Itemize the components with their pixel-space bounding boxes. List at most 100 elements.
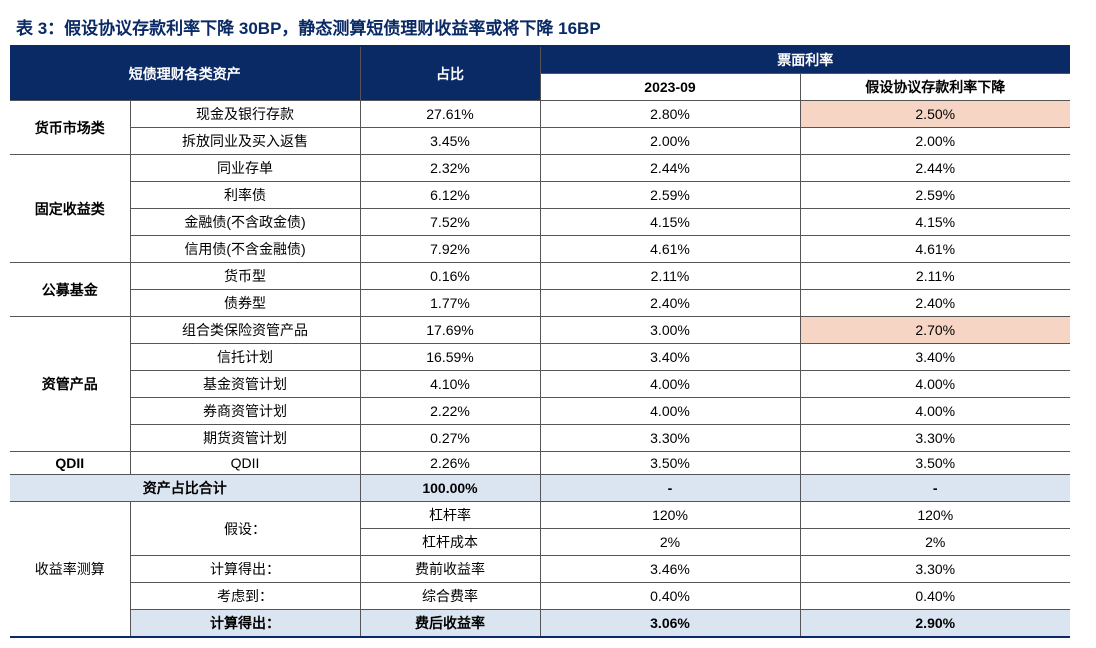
ratio-cell: 4.10% bbox=[360, 371, 540, 398]
table-row: 期货资管计划0.27%3.30%3.30% bbox=[10, 425, 1070, 452]
category-cell: QDII bbox=[10, 452, 130, 475]
value-scenario: 2.00% bbox=[800, 128, 1070, 155]
calc-row: 考虑到：综合费率0.40%0.40% bbox=[10, 583, 1070, 610]
asset-cell: 基金资管计划 bbox=[130, 371, 360, 398]
calc-item: 杠杆率 bbox=[360, 502, 540, 529]
asset-cell: 券商资管计划 bbox=[130, 398, 360, 425]
value-2023-09: 3.00% bbox=[540, 317, 800, 344]
ratio-cell: 7.92% bbox=[360, 236, 540, 263]
value-scenario: 2.44% bbox=[800, 155, 1070, 182]
table-row: 利率债6.12%2.59%2.59% bbox=[10, 182, 1070, 209]
value-scenario: 3.30% bbox=[800, 425, 1070, 452]
table-title: 表 3：假设协议存款利率下降 30BP，静态测算短债理财收益率或将下降 16BP bbox=[16, 14, 1086, 39]
calc-left: 计算得出： bbox=[130, 610, 360, 638]
value-2023-09: 4.00% bbox=[540, 371, 800, 398]
hdr-coupon: 票面利率 bbox=[540, 46, 1070, 74]
category-cell: 货币市场类 bbox=[10, 101, 130, 155]
calc-v09: 0.40% bbox=[540, 583, 800, 610]
hdr-scenario: 假设协议存款利率下降 bbox=[800, 74, 1070, 101]
calc-item: 综合费率 bbox=[360, 583, 540, 610]
hdr-date: 2023-09 bbox=[540, 74, 800, 101]
table-row: QDIIQDII2.26%3.50%3.50% bbox=[10, 452, 1070, 475]
calc-left: 假设： bbox=[130, 502, 360, 556]
table-row: 债券型1.77%2.40%2.40% bbox=[10, 290, 1070, 317]
total-label: 资产占比合计 bbox=[10, 475, 360, 502]
calc-item: 费前收益率 bbox=[360, 556, 540, 583]
total-ratio: 100.00% bbox=[360, 475, 540, 502]
value-scenario: 4.15% bbox=[800, 209, 1070, 236]
asset-cell: 同业存单 bbox=[130, 155, 360, 182]
data-table: 短债理财各类资产 占比 票面利率 2023-09 假设协议存款利率下降 货币市场… bbox=[10, 45, 1070, 638]
asset-cell: 债券型 bbox=[130, 290, 360, 317]
asset-cell: 金融债(不含政金债) bbox=[130, 209, 360, 236]
ratio-cell: 27.61% bbox=[360, 101, 540, 128]
calc-item: 费后收益率 bbox=[360, 610, 540, 638]
calc-vsc: 2% bbox=[800, 529, 1070, 556]
value-scenario: 2.50% bbox=[800, 101, 1070, 128]
ratio-cell: 2.26% bbox=[360, 452, 540, 475]
value-scenario: 2.59% bbox=[800, 182, 1070, 209]
asset-cell: 信托计划 bbox=[130, 344, 360, 371]
calc-vsc: 2.90% bbox=[800, 610, 1070, 638]
total-v09: - bbox=[540, 475, 800, 502]
table-row: 货币市场类现金及银行存款27.61%2.80%2.50% bbox=[10, 101, 1070, 128]
category-cell: 公募基金 bbox=[10, 263, 130, 317]
calc-v09: 2% bbox=[540, 529, 800, 556]
table-row: 拆放同业及买入返售3.45%2.00%2.00% bbox=[10, 128, 1070, 155]
value-scenario: 3.50% bbox=[800, 452, 1070, 475]
total-vsc: - bbox=[800, 475, 1070, 502]
value-scenario: 4.00% bbox=[800, 371, 1070, 398]
value-scenario: 3.40% bbox=[800, 344, 1070, 371]
value-2023-09: 2.11% bbox=[540, 263, 800, 290]
table-row: 信托计划16.59%3.40%3.40% bbox=[10, 344, 1070, 371]
ratio-cell: 7.52% bbox=[360, 209, 540, 236]
asset-cell: 组合类保险资管产品 bbox=[130, 317, 360, 344]
calc-final-row: 计算得出：费后收益率3.06%2.90% bbox=[10, 610, 1070, 638]
value-scenario: 4.00% bbox=[800, 398, 1070, 425]
calc-v09: 3.46% bbox=[540, 556, 800, 583]
ratio-cell: 0.27% bbox=[360, 425, 540, 452]
calc-row: 收益率测算假设：杠杆率120%120% bbox=[10, 502, 1070, 529]
calc-left: 考虑到： bbox=[130, 583, 360, 610]
calc-vsc: 3.30% bbox=[800, 556, 1070, 583]
asset-cell: 信用债(不含金融债) bbox=[130, 236, 360, 263]
table-row: 券商资管计划2.22%4.00%4.00% bbox=[10, 398, 1070, 425]
table-row: 公募基金货币型0.16%2.11%2.11% bbox=[10, 263, 1070, 290]
calc-vsc: 120% bbox=[800, 502, 1070, 529]
value-2023-09: 4.00% bbox=[540, 398, 800, 425]
calc-section-cell: 收益率测算 bbox=[10, 502, 130, 638]
calc-vsc: 0.40% bbox=[800, 583, 1070, 610]
value-2023-09: 3.50% bbox=[540, 452, 800, 475]
hdr-assets: 短债理财各类资产 bbox=[10, 46, 360, 101]
calc-v09: 120% bbox=[540, 502, 800, 529]
value-2023-09: 2.44% bbox=[540, 155, 800, 182]
category-cell: 资管产品 bbox=[10, 317, 130, 452]
ratio-cell: 16.59% bbox=[360, 344, 540, 371]
ratio-cell: 17.69% bbox=[360, 317, 540, 344]
calc-left: 计算得出： bbox=[130, 556, 360, 583]
asset-cell: QDII bbox=[130, 452, 360, 475]
value-2023-09: 2.80% bbox=[540, 101, 800, 128]
table-row: 资管产品组合类保险资管产品17.69%3.00%2.70% bbox=[10, 317, 1070, 344]
table-row: 固定收益类同业存单2.32%2.44%2.44% bbox=[10, 155, 1070, 182]
value-scenario: 4.61% bbox=[800, 236, 1070, 263]
ratio-cell: 1.77% bbox=[360, 290, 540, 317]
table-row: 信用债(不含金融债)7.92%4.61%4.61% bbox=[10, 236, 1070, 263]
ratio-cell: 2.32% bbox=[360, 155, 540, 182]
calc-row: 计算得出：费前收益率3.46%3.30% bbox=[10, 556, 1070, 583]
value-2023-09: 3.30% bbox=[540, 425, 800, 452]
value-2023-09: 4.15% bbox=[540, 209, 800, 236]
ratio-cell: 6.12% bbox=[360, 182, 540, 209]
asset-cell: 利率债 bbox=[130, 182, 360, 209]
category-cell: 固定收益类 bbox=[10, 155, 130, 263]
table-row: 基金资管计划4.10%4.00%4.00% bbox=[10, 371, 1070, 398]
value-2023-09: 3.40% bbox=[540, 344, 800, 371]
calc-item: 杠杆成本 bbox=[360, 529, 540, 556]
value-2023-09: 2.59% bbox=[540, 182, 800, 209]
ratio-cell: 0.16% bbox=[360, 263, 540, 290]
hdr-ratio: 占比 bbox=[360, 46, 540, 101]
value-2023-09: 2.00% bbox=[540, 128, 800, 155]
asset-cell: 现金及银行存款 bbox=[130, 101, 360, 128]
value-2023-09: 2.40% bbox=[540, 290, 800, 317]
value-scenario: 2.11% bbox=[800, 263, 1070, 290]
